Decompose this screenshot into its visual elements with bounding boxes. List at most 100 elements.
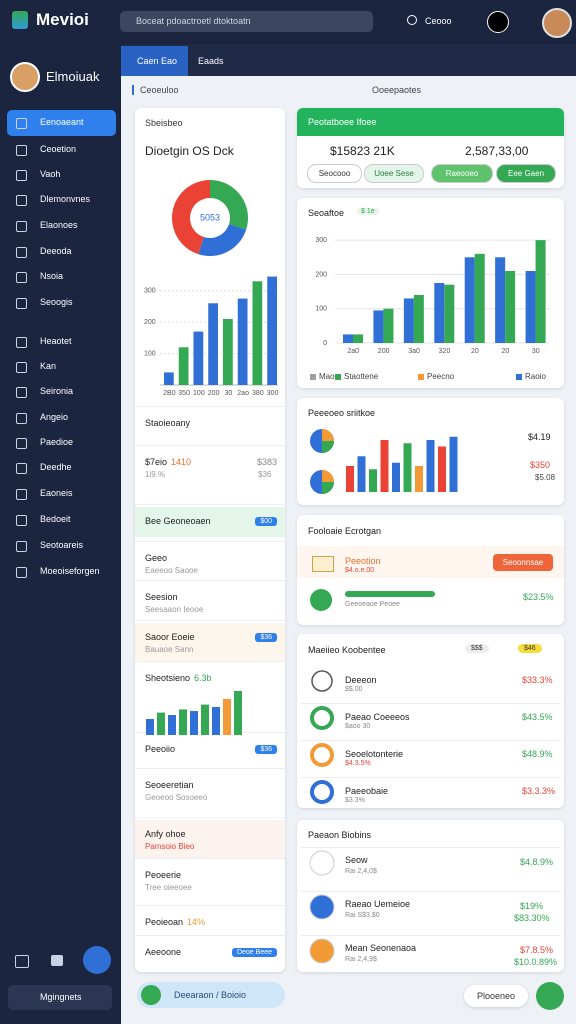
list-row[interactable]: GeeoGeeo [145, 553, 277, 563]
nav-item[interactable]: Kan [40, 361, 57, 371]
account-name[interactable]: Ceooo [425, 16, 452, 26]
metric: 2,587,33,00 [465, 144, 529, 158]
nav-item[interactable]: Seironia [40, 386, 74, 396]
filter-dropdown[interactable]: Sbeisbeo [145, 118, 183, 128]
item-title: Peeotion [345, 556, 381, 566]
pill[interactable]: $46 [518, 644, 542, 653]
legend-swatch [335, 374, 341, 380]
settings-button[interactable] [8, 985, 112, 1010]
sidebar-icon[interactable] [51, 955, 63, 966]
list-row[interactable]: Aeeoone Deoe Beee [145, 947, 277, 957]
nav-item[interactable]: Heaotet [40, 336, 72, 346]
nav-item[interactable]: Paedioe [40, 437, 74, 447]
row-divider [135, 732, 285, 733]
row-value: $4.8.9% [520, 857, 554, 867]
list-row[interactable]: SeoeeretianSeoeeretian [145, 780, 277, 790]
nav-item[interactable]: Eenoaeant [40, 117, 84, 127]
list-row[interactable]: Peeoiio $36 [145, 744, 277, 754]
market-card [297, 634, 564, 808]
nav-item[interactable]: Elaonoes [40, 220, 78, 230]
nav-icon [16, 247, 27, 258]
search-box[interactable] [120, 11, 373, 32]
logo-icon [12, 11, 28, 29]
fab[interactable] [536, 982, 564, 1010]
nav-icon [16, 145, 27, 156]
list-row[interactable]: Anfy ohoeAnfy ohoe [145, 829, 277, 839]
section-heading: Ceoeuloo [140, 85, 179, 95]
tab-bar [121, 44, 576, 76]
nav-item[interactable]: Ceoetion [40, 144, 77, 154]
tab[interactable]: Caen Eao [137, 56, 178, 66]
tab[interactable]: Eaads [198, 56, 224, 66]
nav-item[interactable]: Angeio [40, 412, 69, 422]
nav-icon [16, 170, 27, 181]
nav-item[interactable]: Deedhe [40, 462, 72, 472]
card-title: Paeaon Biobins [308, 830, 372, 840]
nav-item[interactable]: Eaoneis [40, 488, 73, 498]
action-button[interactable]: Seoonnsae [493, 554, 553, 571]
item-subtitle: $4.o.e.00 [345, 567, 375, 574]
list-row[interactable]: Bee Geoneoaen $00 [145, 516, 277, 526]
footer-button[interactable]: Plooeneo [464, 985, 528, 1007]
button[interactable]: Eee Gaen [496, 164, 556, 183]
row-divider [135, 445, 285, 446]
list-row[interactable]: SeesionSeesion [145, 592, 277, 602]
row-badge: $36 [255, 632, 277, 642]
nav-icon [16, 195, 27, 206]
list-row[interactable]: PeoeeriePeoeerie [145, 870, 277, 880]
row-subtitle: Rai 2,4,0$ [345, 868, 377, 875]
nav-item[interactable]: Dlemonvnes [40, 194, 91, 204]
item-icon [312, 556, 334, 572]
list-row[interactable]: Saoor Eoeie $36 [145, 632, 277, 642]
progress-note: Geeoeaoe Peoee [345, 601, 400, 608]
nav-item[interactable]: Deeoda [40, 246, 72, 256]
row-title: Seoelotonterie [345, 749, 404, 759]
button[interactable]: Uoee Sese [364, 164, 424, 183]
row-value: $383 [256, 457, 277, 467]
list-row[interactable]: StaoieoanyStaoieoany [145, 418, 277, 428]
row-title: Peoeerie [145, 870, 182, 880]
row-value: $83.30% [514, 913, 550, 923]
row-divider [135, 905, 285, 906]
nav-item[interactable]: Seoogis [40, 297, 73, 307]
legend-label: Staottene [344, 372, 379, 381]
row-divider [135, 858, 285, 859]
row-divider [300, 891, 561, 892]
nav-icon [16, 362, 27, 373]
progress-bar [345, 591, 435, 597]
row-title: Peeoiio [145, 744, 176, 754]
row-subtitle: Rai S$3.$0 [345, 912, 380, 919]
sidebar-icon[interactable] [15, 955, 29, 968]
sidebar [0, 44, 121, 1024]
legend-swatch [310, 374, 316, 380]
section-marker [132, 85, 134, 95]
footer-button[interactable] [137, 982, 285, 1008]
sidebar-icon[interactable] [83, 946, 111, 974]
nav-item[interactable]: Bedoeit [40, 514, 71, 524]
row-subtitle: $4.3.5% [345, 760, 371, 767]
row-subtitle: Geoeoo Sosoeeo [145, 793, 208, 802]
avatar[interactable] [542, 8, 572, 38]
row-tag: 1410 [171, 457, 192, 467]
user-name: Elmoiuak [46, 69, 100, 84]
nav-icon [16, 221, 27, 232]
row-divider [135, 406, 285, 407]
nav-icon [16, 118, 27, 129]
list-row[interactable]: $7eio 1410 $383 [145, 457, 277, 467]
icon-button[interactable] [487, 11, 509, 33]
nav-item[interactable]: Moeoiseforgen [40, 566, 100, 576]
nav-item[interactable]: Seotoareis [40, 540, 84, 550]
nav-item[interactable]: Nsoia [40, 271, 64, 281]
nav-item[interactable]: Vaoh [40, 169, 61, 179]
row-value: $43.5% [522, 712, 553, 722]
row-divider [135, 935, 285, 936]
row-divider [135, 580, 285, 581]
row-divider [135, 620, 285, 621]
pill[interactable]: $$$ [465, 644, 489, 653]
button[interactable]: Raeooeo [431, 164, 493, 183]
stat: $4.19 [528, 432, 551, 442]
button[interactable]: Seocooo [307, 164, 362, 183]
